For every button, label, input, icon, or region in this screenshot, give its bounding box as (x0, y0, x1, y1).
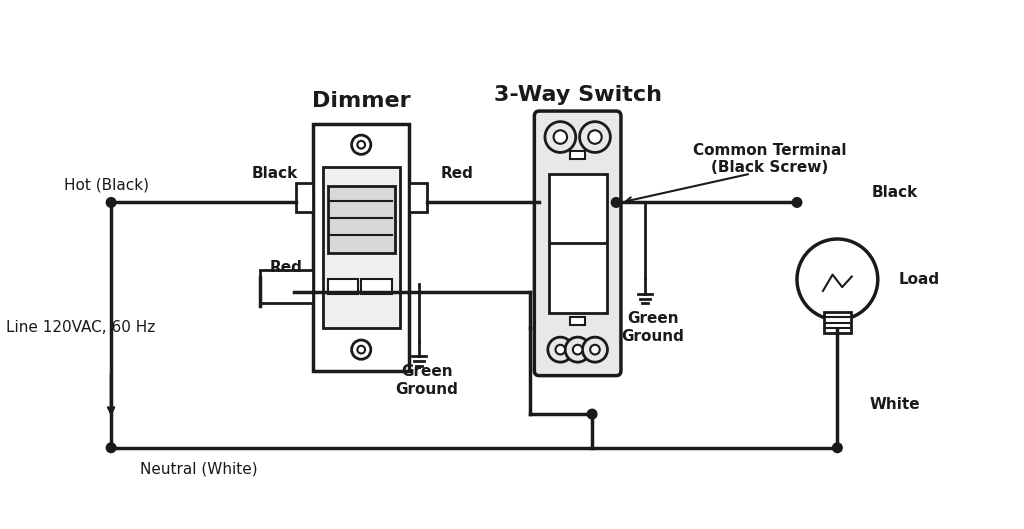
Circle shape (357, 346, 366, 353)
Circle shape (572, 345, 583, 354)
Text: Black: Black (872, 185, 919, 200)
Bar (570, 151, 586, 159)
Text: Load: Load (899, 272, 940, 287)
Circle shape (106, 198, 116, 207)
Text: Red: Red (269, 260, 303, 276)
Circle shape (588, 409, 597, 419)
Circle shape (556, 345, 565, 354)
Bar (410, 183, 427, 212)
Text: Green
Ground: Green Ground (395, 364, 458, 397)
Circle shape (554, 130, 567, 144)
Bar (313, 124, 410, 371)
Circle shape (793, 198, 802, 207)
Bar (328, 279, 358, 294)
Text: 3-Way Switch: 3-Way Switch (494, 85, 662, 105)
Bar (361, 279, 392, 294)
Circle shape (548, 337, 572, 362)
Circle shape (833, 443, 842, 453)
Circle shape (590, 345, 600, 354)
Text: Green
Ground: Green Ground (622, 311, 684, 344)
Bar (296, 183, 313, 212)
Text: Red: Red (441, 166, 474, 181)
Circle shape (583, 337, 607, 362)
Circle shape (580, 122, 610, 152)
Circle shape (357, 141, 366, 149)
Circle shape (588, 130, 602, 144)
Text: Hot (Black): Hot (Black) (63, 178, 148, 193)
Bar (323, 167, 399, 327)
Circle shape (351, 340, 371, 359)
Text: White: White (869, 397, 921, 412)
Circle shape (351, 135, 371, 154)
Bar (328, 186, 395, 253)
Circle shape (611, 198, 621, 207)
Circle shape (106, 443, 116, 453)
Bar (570, 317, 586, 325)
FancyBboxPatch shape (535, 111, 621, 376)
Circle shape (797, 239, 878, 320)
Text: Common Terminal
(Black Screw): Common Terminal (Black Screw) (693, 143, 847, 176)
Text: Black: Black (252, 166, 298, 181)
Bar (260, 270, 313, 304)
Circle shape (565, 337, 590, 362)
Text: Dimmer: Dimmer (312, 92, 411, 112)
Bar (549, 174, 606, 313)
Text: Neutral (White): Neutral (White) (140, 461, 258, 477)
Circle shape (545, 122, 575, 152)
Bar (824, 312, 851, 333)
Text: Line 120VAC, 60 Hz: Line 120VAC, 60 Hz (6, 320, 155, 335)
